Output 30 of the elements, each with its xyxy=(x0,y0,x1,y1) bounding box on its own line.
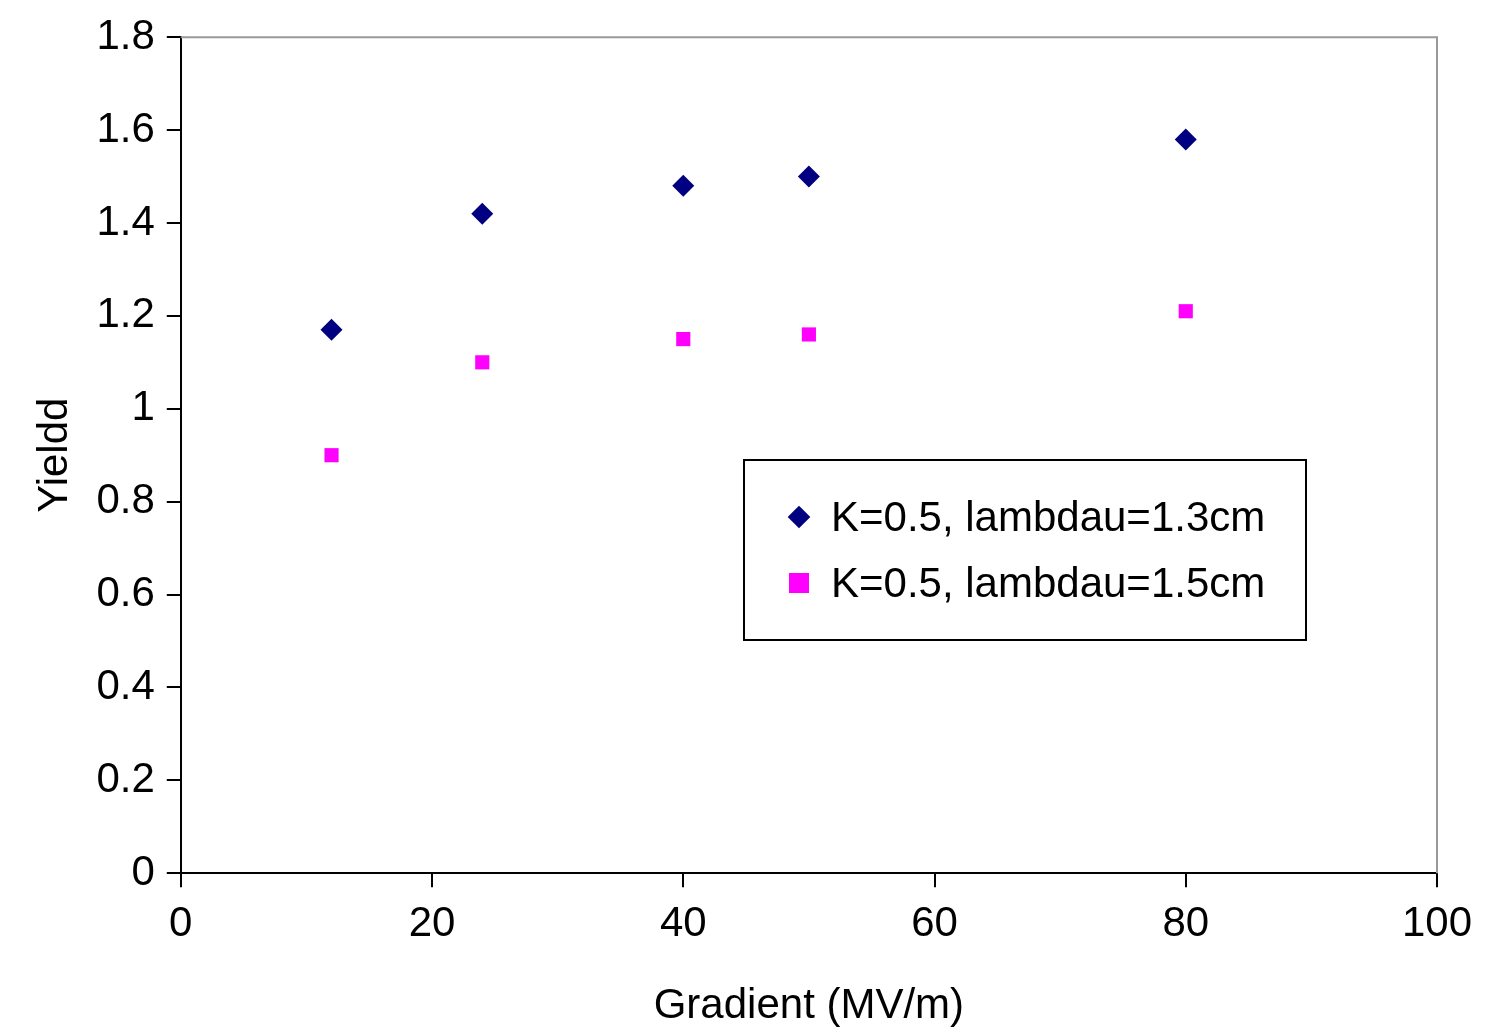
point xyxy=(324,448,339,463)
point xyxy=(1178,304,1193,319)
point xyxy=(320,318,343,341)
x-tick-label: 20 xyxy=(408,897,456,945)
y-tick-label: 1.2 xyxy=(96,289,155,337)
y-tick-label: 1.4 xyxy=(96,196,155,244)
x-axis-title: Gradient (MV/m) xyxy=(653,980,965,1028)
y-tick-label: 0 xyxy=(131,846,155,894)
y-tick-label: 0.2 xyxy=(96,753,155,801)
y-tick-label: 1 xyxy=(131,382,155,430)
y-tick-label: 0.6 xyxy=(96,568,155,616)
point xyxy=(676,332,691,347)
x-tick-label: 100 xyxy=(1401,897,1473,945)
point xyxy=(475,355,490,370)
y-tick-label: 1.6 xyxy=(96,103,155,151)
y-axis-title: Yieldd xyxy=(28,397,76,513)
x-tick-label: 40 xyxy=(659,897,707,945)
point xyxy=(672,174,695,197)
x-tick-label: 80 xyxy=(1162,897,1210,945)
point xyxy=(797,165,820,188)
y-tick-label: 0.4 xyxy=(96,661,155,708)
point xyxy=(801,327,816,342)
legend-label: K=0.5, lambdau=1.5cm xyxy=(831,559,1266,608)
x-tick-label: 60 xyxy=(911,897,958,945)
y-tick-label: 0.8 xyxy=(96,475,155,523)
point xyxy=(471,202,494,225)
legend-label: K=0.5, lambdau=1.3cm xyxy=(831,493,1266,542)
y-tick-label: 1.8 xyxy=(96,10,155,58)
point xyxy=(1174,128,1197,151)
x-tick-label: 0 xyxy=(169,897,193,945)
